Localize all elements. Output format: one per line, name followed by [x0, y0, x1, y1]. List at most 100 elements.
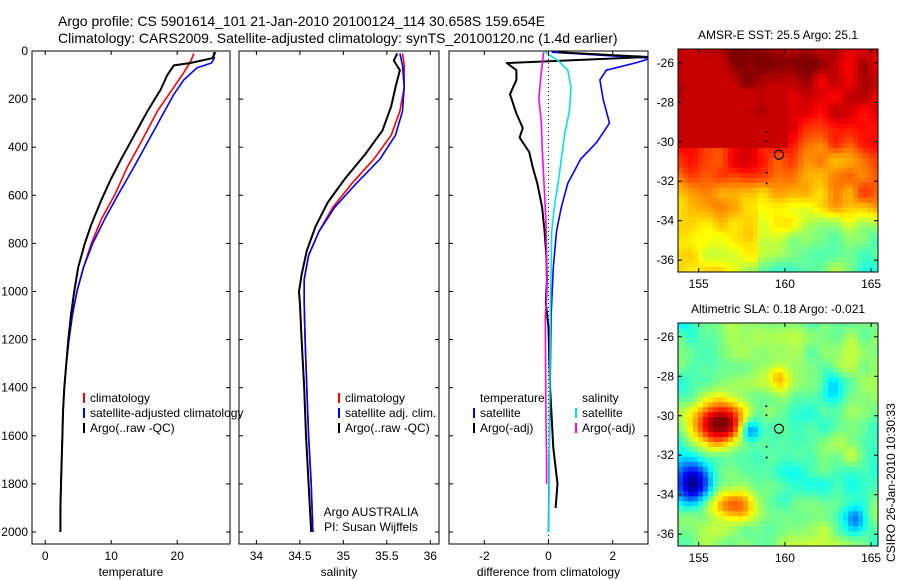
heatmap-cell — [738, 192, 744, 199]
heatmap-cell — [788, 172, 794, 179]
heatmap-cell — [853, 232, 859, 238]
heatmap-cell — [718, 382, 724, 389]
heatmap-cell — [773, 392, 779, 398]
heatmap-cell — [703, 113, 709, 119]
heatmap-cell — [763, 432, 769, 438]
heatmap-cell — [738, 496, 744, 502]
heatmap-cell — [813, 262, 819, 268]
heatmap-cell — [683, 167, 689, 174]
heatmap-cell — [723, 441, 729, 448]
heatmap-cell — [703, 466, 709, 473]
heatmap-cell — [803, 68, 809, 75]
heatmap-cell — [873, 511, 878, 517]
heatmap-cell — [823, 541, 829, 546]
heatmap-cell — [813, 382, 819, 389]
track-dot — [765, 182, 768, 185]
heatmap-cell — [848, 162, 854, 169]
heatmap-cell — [788, 257, 794, 263]
heatmap-cell — [843, 98, 849, 105]
heatmap-cell — [763, 347, 769, 354]
heatmap-cell — [868, 511, 874, 517]
heatmap-cell — [703, 526, 709, 532]
heatmap-cell — [833, 148, 839, 154]
heatmap-cell — [848, 521, 854, 527]
heatmap-cell — [713, 58, 719, 65]
heatmap-cell — [808, 192, 814, 199]
heatmap-cell — [738, 531, 744, 537]
heatmap-cell — [688, 88, 694, 95]
heatmap-cell — [848, 456, 854, 463]
heatmap-cell — [843, 392, 849, 398]
heatmap-cell — [863, 83, 869, 90]
heatmap-cell — [743, 327, 749, 334]
heatmap-cell — [828, 491, 834, 498]
heatmap-cell — [813, 222, 819, 228]
heatmap-cell — [793, 78, 799, 85]
heatmap-cell — [853, 247, 859, 253]
heatmap-cell — [698, 541, 704, 546]
heatmap-cell — [863, 367, 869, 374]
heatmap-cell — [833, 372, 839, 379]
heatmap-cell — [868, 367, 874, 374]
heatmap-cell — [688, 402, 694, 408]
heatmap-cell — [803, 212, 809, 219]
heatmap-cell — [698, 501, 704, 507]
heatmap-cell — [778, 217, 784, 224]
heatmap-cell — [808, 352, 814, 359]
heatmap-cell — [778, 58, 784, 65]
heatmap-cell — [858, 521, 864, 527]
heatmap-cell — [713, 247, 719, 253]
heatmap-cell — [703, 397, 709, 403]
heatmap-cell — [723, 232, 729, 238]
heatmap-cell — [838, 427, 844, 433]
heatmap-cell — [748, 471, 754, 478]
heatmap-cell — [793, 531, 799, 537]
heatmap-cell — [753, 217, 759, 224]
heatmap-cell — [753, 98, 759, 105]
heatmap-cell — [733, 352, 739, 359]
heatmap-cell — [713, 63, 719, 70]
heatmap-cell — [863, 402, 869, 408]
x-tick-label: 36 — [424, 549, 438, 563]
heatmap-cell — [693, 207, 699, 214]
heatmap-cell — [763, 332, 769, 339]
heatmap-cell — [743, 402, 749, 408]
heatmap-cell — [818, 167, 824, 174]
heatmap-cell — [763, 133, 769, 139]
heatmap-cell — [793, 422, 799, 428]
heatmap-cell — [703, 327, 709, 334]
heatmap-cell — [813, 407, 819, 413]
heatmap-cell — [848, 128, 854, 134]
heatmap-cell — [828, 427, 834, 433]
heatmap-cell — [793, 342, 799, 349]
heatmap-cell — [733, 422, 739, 428]
heatmap-cell — [713, 98, 719, 105]
heatmap-cell — [848, 451, 854, 458]
heatmap-cell — [718, 98, 724, 105]
heatmap-cell — [793, 227, 799, 233]
heatmap-cell — [693, 53, 699, 60]
heatmap-cell — [793, 162, 799, 169]
heatmap-cell — [748, 511, 754, 517]
heatmap-cell — [838, 182, 844, 189]
heatmap-cell — [748, 222, 754, 228]
heatmap-cell — [828, 88, 834, 95]
heatmap-cell — [858, 436, 864, 443]
heatmap-cell — [723, 262, 729, 268]
heatmap-cell — [698, 402, 704, 408]
heatmap-cell — [778, 501, 784, 507]
heatmap-cell — [853, 357, 859, 364]
heatmap-cell — [818, 148, 824, 154]
heatmap-cell — [858, 382, 864, 389]
heatmap-cell — [853, 252, 859, 258]
heatmap-cell — [748, 108, 754, 115]
heatmap-cell — [778, 158, 784, 164]
heatmap-cell — [738, 63, 744, 70]
heatmap-cell — [843, 486, 849, 493]
heatmap-cell — [753, 108, 759, 115]
heatmap-cell — [863, 207, 869, 214]
heatmap-cell — [678, 432, 684, 438]
heatmap-cell — [863, 158, 869, 164]
heatmap-cell — [793, 432, 799, 438]
heatmap-cell — [713, 352, 719, 359]
